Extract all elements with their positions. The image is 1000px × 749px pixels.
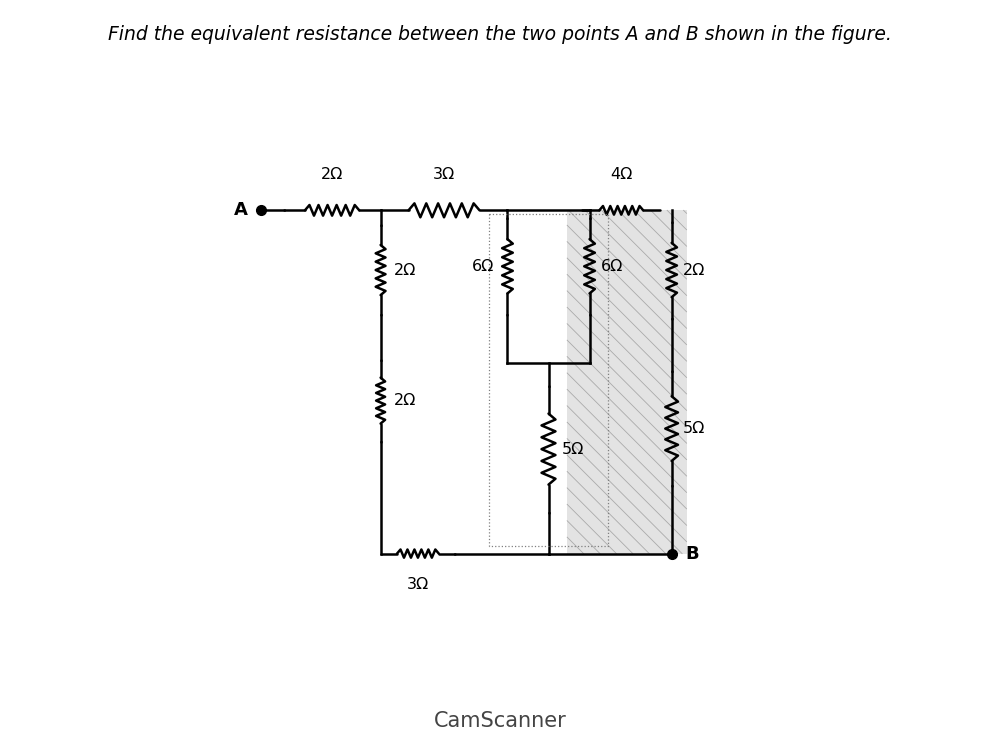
Text: 2Ω: 2Ω	[394, 393, 416, 408]
Text: Find the equivalent resistance between the two points A and B shown in the figur: Find the equivalent resistance between t…	[108, 25, 892, 44]
Text: 2Ω: 2Ω	[683, 263, 705, 278]
Text: CamScanner: CamScanner	[434, 712, 566, 732]
Text: 5Ω: 5Ω	[683, 421, 705, 436]
Text: 6Ω: 6Ω	[472, 259, 494, 274]
Text: 3Ω: 3Ω	[433, 167, 455, 182]
Text: 3Ω: 3Ω	[407, 577, 429, 592]
Text: A: A	[234, 201, 248, 219]
Text: 6Ω: 6Ω	[601, 259, 623, 274]
Text: 2Ω: 2Ω	[394, 263, 416, 278]
Text: B: B	[685, 545, 699, 562]
Text: 4Ω: 4Ω	[610, 167, 632, 182]
Text: 5Ω: 5Ω	[562, 442, 584, 457]
Text: 2Ω: 2Ω	[321, 167, 343, 182]
Bar	[567, 210, 687, 554]
